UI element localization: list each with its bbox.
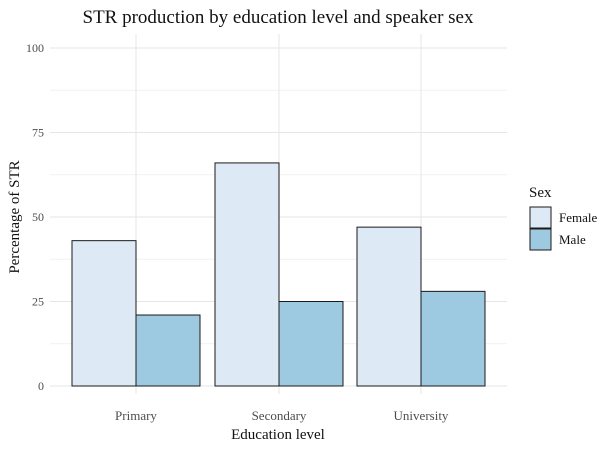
x-tick-label: Secondary — [252, 408, 307, 423]
y-axis-ticks: 0 25 50 75 100 — [26, 41, 44, 393]
y-tick-label: 0 — [38, 379, 44, 393]
legend: Sex Female Male — [529, 185, 597, 251]
x-axis-label: Education level — [231, 427, 325, 443]
chart-title: STR production by education level and sp… — [83, 7, 474, 28]
bar-female-primary — [71, 240, 137, 387]
y-tick-label: 75 — [32, 126, 44, 140]
y-tick-label: 50 — [32, 210, 44, 224]
legend-key-male — [529, 228, 552, 251]
y-tick-label: 100 — [26, 41, 44, 55]
x-axis-ticks: Primary Secondary University — [115, 408, 449, 423]
legend-key-female — [529, 206, 552, 229]
bar-female-secondary — [214, 162, 280, 387]
bar-female-university — [356, 226, 422, 387]
legend-label-female: Female — [559, 210, 597, 225]
bar-male-university — [420, 290, 486, 387]
legend-label-male: Male — [559, 232, 586, 247]
y-tick-label: 25 — [32, 295, 44, 309]
bars — [71, 162, 486, 387]
legend-title: Sex — [529, 185, 552, 201]
x-tick-label: University — [394, 408, 449, 423]
x-tick-label: Primary — [115, 408, 157, 423]
bar-male-secondary — [278, 301, 344, 387]
y-axis-label: Percentage of STR — [7, 160, 23, 273]
bar-male-primary — [135, 314, 201, 387]
